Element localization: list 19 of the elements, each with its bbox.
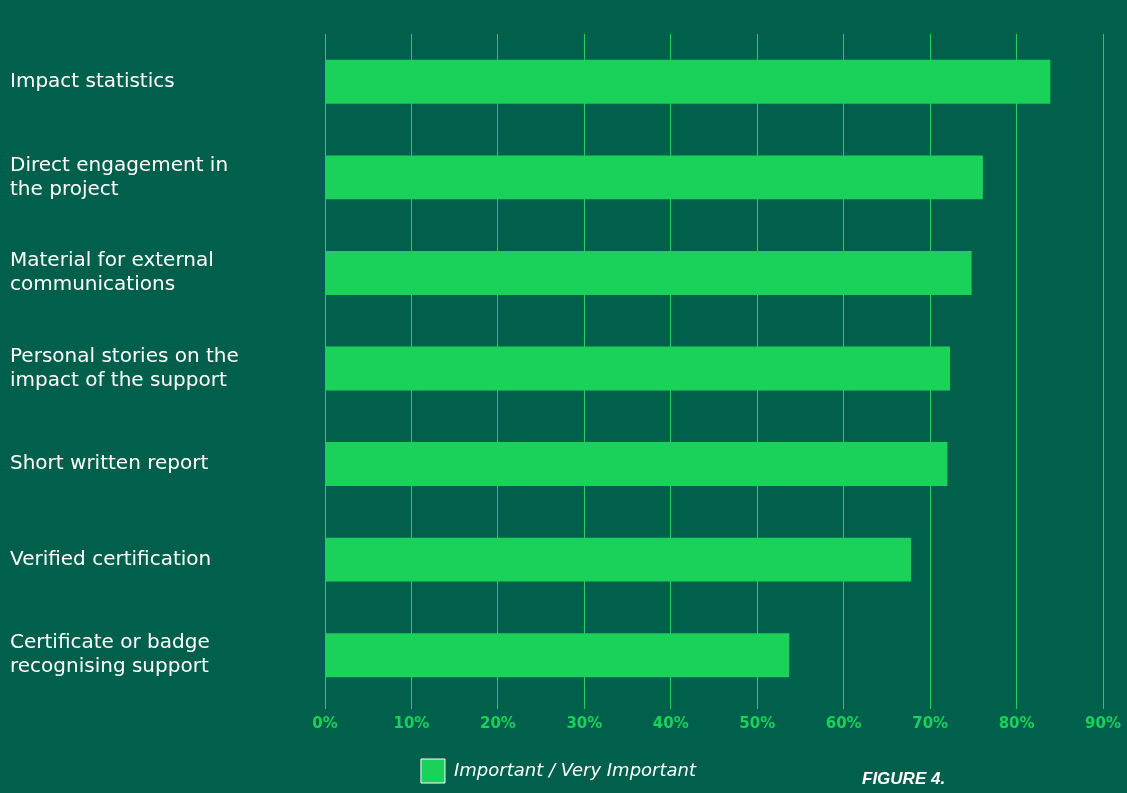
x-tick-label: 90%: [1085, 713, 1121, 732]
x-tick-label: 60%: [825, 713, 862, 732]
x-tick-label: 20%: [479, 713, 516, 732]
y-tick-label: Short written report: [10, 450, 209, 475]
y-tick-label: Certificate or badge recognising support: [10, 629, 210, 678]
y-tick-label: Personal stories on the impact of the support: [10, 342, 239, 391]
x-tick-label: 10%: [393, 713, 430, 732]
caption: FIGURE 4.: [862, 768, 946, 788]
x-tick-label: 70%: [912, 713, 949, 732]
x-tick-label: 30%: [566, 713, 603, 732]
x-tick-label: 80%: [998, 713, 1035, 732]
y-tick-label: Direct engagement in the project: [10, 151, 229, 200]
x-tick-label: 50%: [739, 713, 776, 732]
legend-label: Important / Very Important: [453, 758, 697, 780]
x-tick-label: 0%: [312, 713, 338, 732]
x-tick-label: 40%: [652, 713, 689, 732]
y-tick-label: Verified certification: [10, 545, 212, 570]
y-tick-label: Impact statistics: [10, 67, 175, 92]
y-tick-label: Material for external communications: [10, 247, 214, 296]
